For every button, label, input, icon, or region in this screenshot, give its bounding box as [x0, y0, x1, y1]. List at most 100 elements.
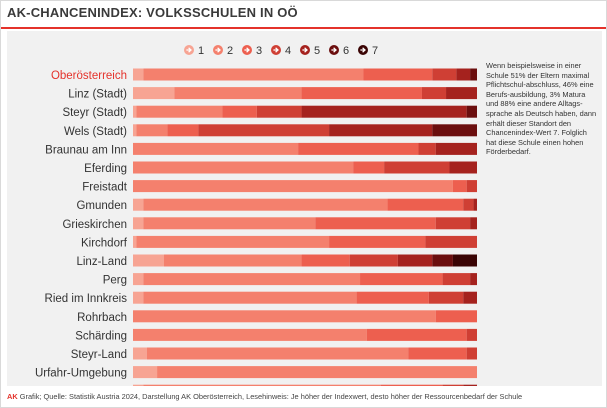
category-label: Schärding [75, 330, 127, 342]
bar-segment [143, 384, 381, 386]
arrow-icon [215, 47, 221, 53]
bar-segment [133, 235, 137, 248]
bar-segment [143, 217, 316, 230]
category-label: Grieskirchen [62, 219, 127, 231]
bar-segment [442, 273, 471, 286]
category-label: Oberösterreich [51, 70, 127, 82]
chart-title: AK-CHANCENINDEX: VOLKSSCHULEN IN OÖ [7, 5, 298, 20]
bar-segment [133, 291, 144, 304]
legend-label-4: 4 [285, 45, 291, 57]
legend-item-4: 4 [271, 45, 291, 57]
bar-segment [133, 366, 158, 379]
legend-label-1: 1 [198, 45, 204, 57]
category-label: Steyr-Land [71, 349, 127, 361]
category-label: Steyr (Stadt) [62, 107, 127, 119]
category-label: Rohrbach [77, 312, 127, 324]
category-label: Freistadt [82, 182, 128, 194]
bar-segment [301, 254, 350, 267]
bar-segment [133, 254, 164, 267]
bar-segment [298, 142, 419, 155]
bar-segment [466, 328, 477, 341]
bar-segment [397, 254, 433, 267]
chart-panel: 1 2 3 4 5 6 7 Oberösterreich Linz (Stadt) Steyr (… [7, 31, 602, 386]
bar-segment [136, 105, 223, 118]
footer-text: Grafik; Quelle: Statistik Austria 2024, … [17, 392, 523, 401]
bar-segment [387, 198, 464, 211]
bar-segment [174, 87, 302, 100]
bar-segment [380, 384, 443, 386]
bar-segment [222, 105, 257, 118]
bar-segment [163, 254, 302, 267]
bar-segment [418, 142, 436, 155]
category-label: Perg [103, 275, 127, 287]
category-label: Eferding [84, 163, 127, 175]
legend-label-7: 7 [372, 45, 378, 57]
bar-segment [133, 310, 436, 323]
category-label: Wels (Stadt) [64, 126, 127, 138]
bar-segment [463, 198, 474, 211]
bar-segment [136, 235, 330, 248]
category-label: Kirchdorf [81, 237, 128, 249]
legend-item-6: 6 [329, 45, 349, 57]
bar-segment [384, 161, 450, 174]
bar-segment [133, 124, 137, 137]
bar-segment [133, 217, 144, 230]
bar-segment [133, 180, 453, 193]
bar-segment [470, 68, 477, 81]
bar-segment [425, 235, 477, 248]
arrow-icon [186, 47, 192, 53]
legend-item-3: 3 [242, 45, 262, 57]
bar-segment [446, 87, 477, 100]
legend-label-2: 2 [227, 45, 233, 57]
bar-segment [329, 124, 433, 137]
arrow-icon [273, 47, 279, 53]
bar-segment [473, 198, 477, 211]
bar-segment [432, 124, 477, 137]
bar-segment [133, 347, 147, 360]
bar-segment [353, 161, 385, 174]
bar-segment [470, 273, 477, 286]
bar-segment [315, 217, 436, 230]
bar-segment [466, 105, 477, 118]
bar-segment [143, 198, 388, 211]
bar-segment [143, 68, 364, 81]
bar-segment [133, 384, 144, 386]
bar-segment [442, 384, 464, 386]
arrow-icon [302, 47, 308, 53]
bar-segment [133, 328, 367, 341]
category-label: Urfahr-Umgebung [35, 368, 127, 380]
bar-segment [452, 180, 467, 193]
bar-segment [421, 87, 447, 100]
legend-item-1: 1 [184, 45, 204, 57]
bar-segment [146, 347, 409, 360]
bar-segment [133, 273, 144, 286]
bar-segment [157, 366, 477, 379]
bar-segment [466, 180, 477, 193]
arrow-icon [244, 47, 250, 53]
legend-label-6: 6 [343, 45, 349, 57]
bar-segment [133, 68, 144, 81]
category-label: Ried im Innkreis [45, 293, 128, 305]
bar-segment [133, 161, 354, 174]
bar-segment [136, 124, 168, 137]
bar-segment [435, 310, 477, 323]
bar-segment [360, 273, 443, 286]
legend-item-7: 7 [358, 45, 378, 57]
bar-segment [133, 105, 137, 118]
bar-segment [470, 217, 477, 230]
title-bar: AK-CHANCENINDEX: VOLKSSCHULEN IN OÖ [1, 1, 606, 25]
bar-segment [143, 273, 361, 286]
bar-segment [449, 161, 477, 174]
bar-segment [366, 328, 467, 341]
bar-segment [256, 105, 302, 118]
bar-segment [198, 124, 330, 137]
category-label: Gmunden [76, 200, 127, 212]
bar-segment [466, 347, 477, 360]
bar-segment [133, 87, 175, 100]
bar-segment [408, 347, 467, 360]
bar-segment [456, 68, 471, 81]
bar-segment [329, 235, 426, 248]
bar-segment [432, 68, 457, 81]
bar-segment [363, 68, 433, 81]
